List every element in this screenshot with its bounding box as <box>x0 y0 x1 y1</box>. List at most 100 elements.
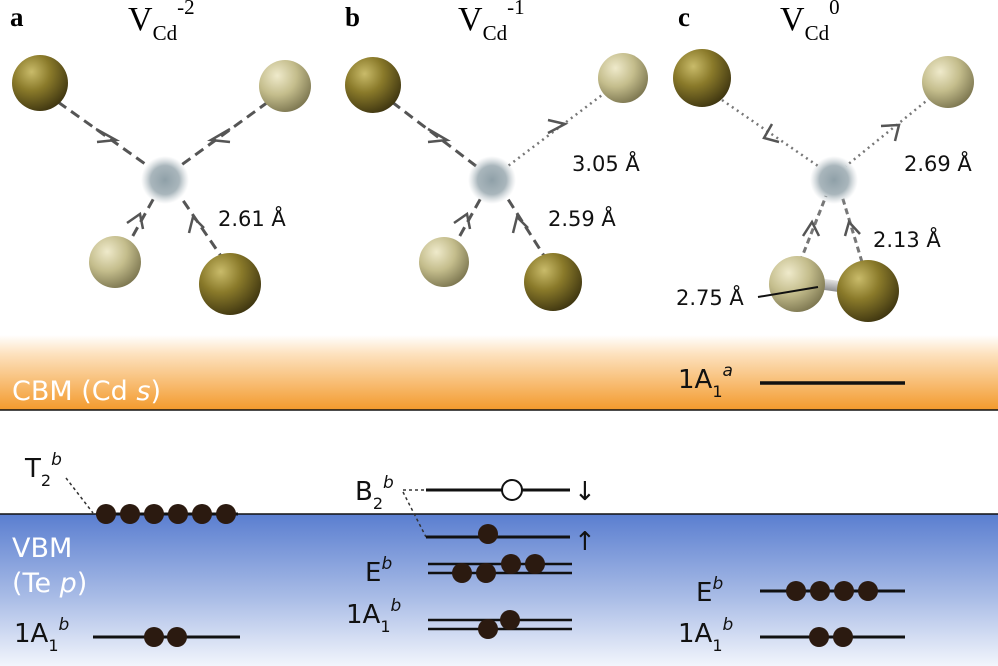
panel-a-arrowhead-4 <box>187 214 205 234</box>
panel-a-bond-3 <box>123 195 157 251</box>
panel-c-arrowhead-3 <box>801 219 821 237</box>
electron <box>144 504 164 524</box>
level-c-a1-electrons <box>809 627 853 647</box>
electron <box>96 504 116 524</box>
panel-c-structure: c VCd0 2.69 Å 2.13 Å 2.75 Å <box>673 0 974 322</box>
electron <box>858 581 878 601</box>
level-b-b2-label: B2b <box>355 473 394 513</box>
level-b-e-label: Eb <box>365 554 392 588</box>
panel-b-structure: b VCd-1 3.05 Å 2.59 Å <box>345 0 648 311</box>
panel-b-arrowhead-3 <box>453 211 472 230</box>
electron <box>478 619 498 639</box>
level-b-spin-up-arrow: ↑ <box>574 527 596 557</box>
electron <box>810 581 830 601</box>
panel-b-vacancy <box>468 156 516 204</box>
level-a-t2-label: T2b <box>24 450 62 490</box>
level-c-a1-label: 1A1b <box>678 615 733 655</box>
panel-c-cd-atom-1 <box>673 49 731 107</box>
panel-b-letter: b <box>345 2 360 32</box>
electron <box>167 627 187 647</box>
panel-a-levels: T2b 1A1b <box>14 450 240 655</box>
electron <box>168 504 188 524</box>
panel-a-bond-4 <box>178 195 227 263</box>
panel-b-arrowhead-4 <box>511 214 529 234</box>
level-a-t2-electrons <box>96 504 236 524</box>
panel-c-levels: 1A1a Eb 1A1b <box>678 361 905 655</box>
panel-a-bond-label: 2.61 Å <box>218 205 286 231</box>
panel-a-te-atom-1 <box>259 60 311 112</box>
electron <box>120 504 140 524</box>
panel-c-arrowhead-2 <box>880 123 901 142</box>
electron <box>833 627 853 647</box>
panel-b-cd-atom-2 <box>524 253 582 311</box>
panel-a-vacancy <box>141 156 189 204</box>
panel-b-arrowhead-1 <box>427 127 451 144</box>
panel-c-bond-label-upper: 2.69 Å <box>904 150 972 176</box>
panel-b-cd-atom-1 <box>345 57 401 113</box>
panel-a-title: VCd-2 <box>128 0 195 45</box>
panel-c-bond-3 <box>798 195 828 263</box>
panel-c-arrowhead-1 <box>762 123 780 144</box>
electron <box>834 581 854 601</box>
panel-a-letter: a <box>10 2 24 32</box>
level-b-e-electrons <box>452 554 545 583</box>
panel-c-letter: c <box>678 2 690 32</box>
panel-c-dimer-leader <box>757 286 819 298</box>
panel-b-te-atom-2 <box>419 237 469 287</box>
panel-b-bond-label-lower: 2.59 Å <box>548 205 616 231</box>
level-b-b2-leader-down <box>402 491 427 538</box>
electron <box>192 504 212 524</box>
vbm-label-line1: VBM <box>12 533 72 564</box>
panel-c-cd-atom-2 <box>837 260 899 322</box>
panel-b-title: VCd-1 <box>458 0 525 45</box>
panel-c-bond-1 <box>721 98 819 168</box>
level-b-a1-label: 1A1b <box>346 596 401 636</box>
electron <box>501 554 521 574</box>
electron <box>478 524 498 544</box>
electron <box>452 563 472 583</box>
level-c-a1-upper-label: 1A1a <box>678 361 733 401</box>
panel-c-vacancy <box>810 156 858 204</box>
panel-c-te-atom-2 <box>769 256 825 312</box>
level-a-a1-electrons <box>144 627 187 647</box>
panel-a-cd-atom-2 <box>199 253 261 315</box>
electron <box>809 627 829 647</box>
panel-c-title: VCd0 <box>780 0 840 45</box>
level-a-a1-label: 1A1b <box>14 615 69 655</box>
panel-c-arrowhead-4 <box>843 219 861 237</box>
cbm-band <box>0 335 998 410</box>
vbm-label-line2: (Te p) <box>12 568 87 599</box>
panel-b-bond-4 <box>504 195 550 263</box>
electron <box>786 581 806 601</box>
level-b-a1-electrons <box>478 610 520 639</box>
level-c-e-electrons <box>786 581 878 601</box>
electron <box>500 610 520 630</box>
panel-a-cd-atom-1 <box>12 55 68 111</box>
panel-c-bond-label-lower: 2.13 Å <box>873 226 941 252</box>
level-a-t2-leader <box>65 477 94 514</box>
panel-c-bond-2 <box>845 97 931 167</box>
panel-b-levels: B2b ↓ ↑ Eb 1A1b <box>346 473 596 639</box>
panel-c-dimer-label: 2.75 Å <box>676 284 744 310</box>
electron <box>476 563 496 583</box>
panel-c-te-atom-1 <box>922 56 974 108</box>
electron <box>144 627 164 647</box>
panel-b-bond-3 <box>450 195 484 251</box>
level-b-spin-down-arrow: ↓ <box>574 477 596 507</box>
panel-b-te-atom-1 <box>598 53 648 103</box>
panel-b-bond-1 <box>391 100 477 168</box>
electron <box>525 554 545 574</box>
level-c-e-label: Eb <box>696 574 723 608</box>
panel-a-arrowhead-1 <box>95 127 121 144</box>
electron <box>216 504 236 524</box>
panel-c-bond-4 <box>840 195 864 263</box>
level-b-b2-hole <box>501 479 523 501</box>
panel-b-arrowhead-2 <box>547 118 569 135</box>
panel-a-arrowhead-2 <box>207 127 231 144</box>
panel-a-te-atom-2 <box>89 236 141 288</box>
panel-b-bond-label-upper: 3.05 Å <box>572 150 640 176</box>
panel-a-bond-2 <box>179 100 269 168</box>
panel-a-structure: a VCd-2 2.61 Å <box>10 0 311 315</box>
cbm-label: CBM (Cd s) <box>12 376 161 407</box>
